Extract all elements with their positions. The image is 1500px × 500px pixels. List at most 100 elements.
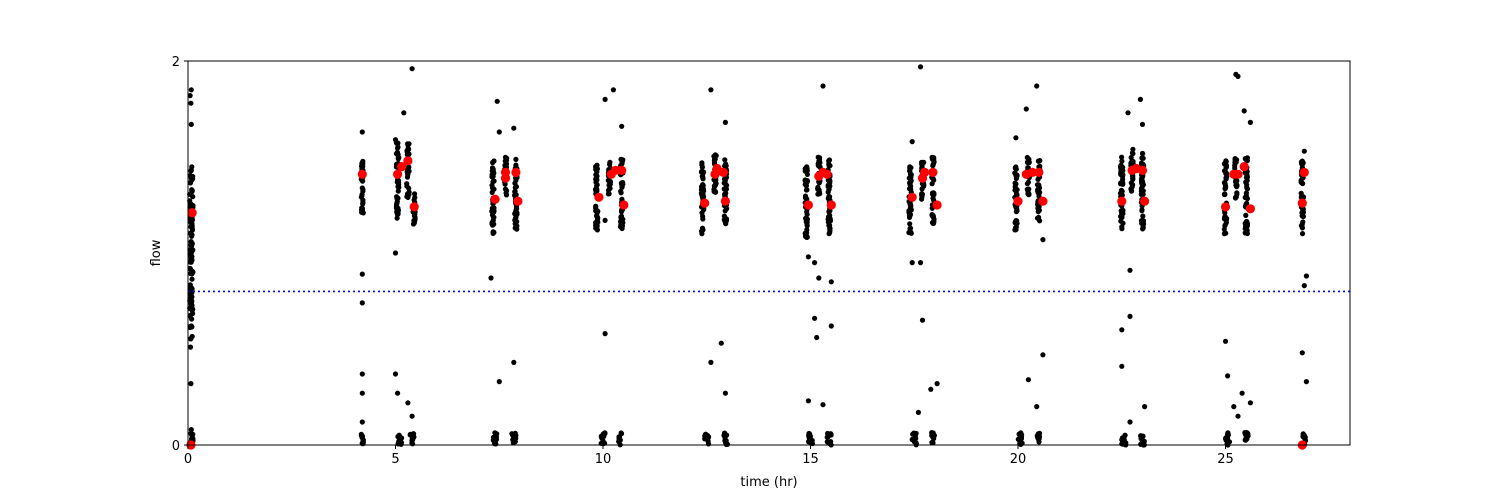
raw-point — [360, 199, 366, 206]
raw-point — [616, 435, 622, 442]
marked-point — [619, 200, 629, 210]
raw-point — [1138, 191, 1144, 197]
raw-point — [189, 218, 195, 224]
raw-point — [1121, 437, 1127, 443]
raw-point — [394, 149, 400, 155]
raw-points-layer — [187, 64, 1309, 448]
raw-point — [189, 188, 195, 194]
raw-point — [828, 279, 834, 285]
raw-point — [699, 185, 706, 191]
raw-point — [812, 260, 818, 266]
raw-point — [188, 224, 194, 230]
raw-point — [359, 434, 365, 441]
raw-point — [359, 209, 365, 215]
raw-point — [489, 208, 495, 214]
raw-point — [360, 440, 366, 446]
raw-point — [1119, 154, 1125, 160]
raw-point — [816, 189, 823, 195]
raw-point — [359, 419, 365, 425]
raw-point — [188, 427, 194, 433]
raw-point — [1119, 226, 1125, 232]
raw-point — [907, 221, 913, 227]
marked-point — [822, 169, 832, 179]
raw-point — [699, 231, 705, 237]
raw-point — [492, 441, 498, 447]
raw-point — [502, 186, 509, 192]
raw-point — [1299, 162, 1305, 168]
raw-point — [1012, 225, 1019, 231]
raw-point — [1118, 171, 1124, 178]
raw-point — [722, 218, 728, 224]
raw-point — [802, 166, 808, 172]
marked-point — [1013, 196, 1023, 206]
raw-point — [1222, 191, 1228, 198]
raw-point — [1140, 161, 1146, 167]
raw-point — [1018, 436, 1024, 442]
raw-point — [511, 125, 517, 131]
raw-point — [1299, 221, 1305, 228]
marked-point — [393, 169, 403, 179]
raw-point — [411, 197, 417, 203]
raw-point — [1120, 220, 1126, 226]
raw-point — [804, 209, 810, 215]
raw-point — [805, 398, 812, 404]
raw-point — [1025, 191, 1031, 197]
x-tick-label: 0 — [184, 452, 192, 467]
raw-point — [699, 168, 705, 174]
raw-point — [1128, 188, 1135, 194]
raw-point — [812, 315, 818, 321]
raw-point — [494, 98, 500, 104]
raw-point — [394, 145, 401, 151]
raw-point — [394, 194, 400, 200]
raw-point — [392, 371, 399, 377]
raw-point — [1014, 192, 1020, 198]
raw-point — [398, 440, 405, 446]
raw-point — [816, 180, 822, 186]
raw-point — [827, 229, 833, 236]
raw-point — [1036, 158, 1042, 164]
raw-point — [190, 203, 196, 209]
raw-point — [595, 208, 601, 214]
raw-point — [724, 206, 730, 212]
raw-point — [705, 438, 711, 444]
raw-point — [817, 164, 823, 170]
raw-point — [1013, 218, 1019, 224]
raw-point — [1139, 183, 1145, 190]
raw-point — [503, 157, 510, 163]
raw-point — [1137, 96, 1143, 102]
raw-point — [1014, 187, 1020, 193]
raw-point — [1024, 186, 1030, 192]
raw-point — [359, 390, 365, 396]
raw-point — [1235, 413, 1241, 419]
raw-point — [804, 171, 811, 177]
raw-point — [512, 436, 518, 442]
raw-point — [593, 165, 599, 171]
y-axis: 02 — [172, 55, 188, 454]
raw-point — [806, 430, 812, 437]
raw-point — [360, 178, 366, 184]
raw-point — [1243, 433, 1249, 439]
marked-point — [1220, 202, 1231, 212]
raw-point — [602, 217, 608, 223]
raw-point — [188, 323, 194, 329]
raw-point — [803, 232, 809, 238]
raw-point — [188, 175, 194, 181]
raw-point — [395, 184, 401, 190]
x-axis: 0 5 10 15 20 25 — [184, 445, 1234, 467]
raw-point — [392, 137, 399, 143]
raw-point — [909, 260, 915, 266]
raw-point — [1118, 208, 1124, 214]
raw-point — [917, 64, 924, 70]
x-tick-label: 10 — [595, 452, 612, 467]
raw-point — [1243, 171, 1249, 177]
marked-point — [1038, 196, 1048, 206]
raw-point — [513, 156, 519, 162]
raw-point — [618, 156, 624, 162]
raw-point — [1244, 227, 1250, 234]
raw-point — [909, 436, 915, 443]
raw-point — [827, 180, 833, 186]
marked-point — [403, 156, 413, 166]
raw-point — [1025, 377, 1031, 383]
raw-point — [919, 159, 925, 165]
raw-point — [718, 340, 724, 346]
